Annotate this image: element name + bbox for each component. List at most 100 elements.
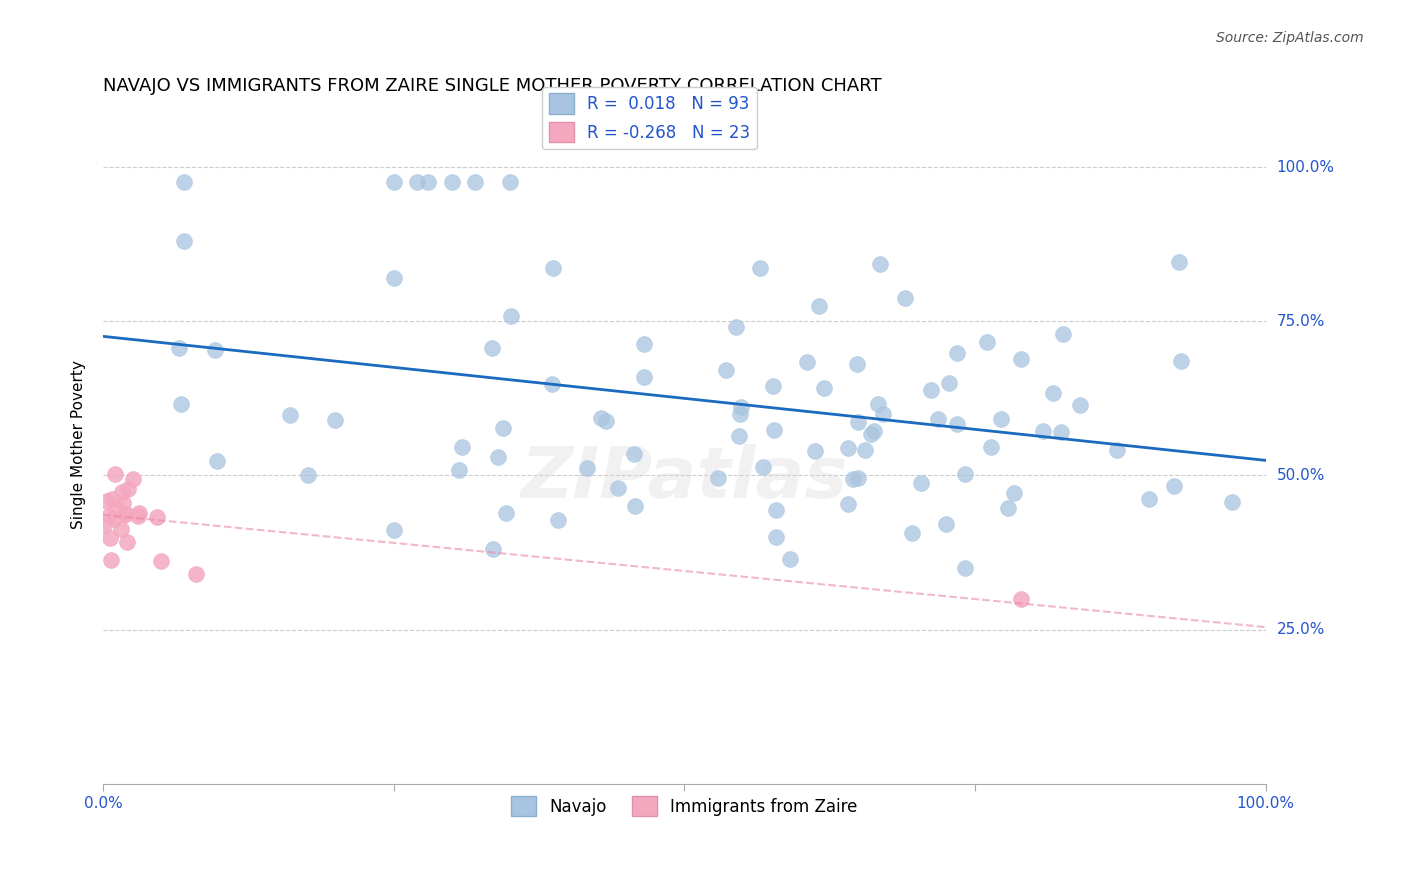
- Point: [837, 441, 859, 455]
- Point: [449, 463, 471, 477]
- Point: [623, 447, 645, 461]
- Point: [779, 552, 801, 566]
- Point: [121, 472, 143, 486]
- Point: [1167, 255, 1189, 269]
- Point: [1049, 425, 1071, 439]
- Point: [761, 378, 783, 392]
- Point: [1137, 492, 1160, 507]
- Point: [150, 554, 173, 568]
- Point: [486, 450, 509, 464]
- Point: [748, 261, 770, 276]
- Point: [846, 415, 869, 429]
- Point: [894, 291, 917, 305]
- Point: [114, 507, 136, 521]
- Point: [1032, 424, 1054, 438]
- Legend: Navajo, Immigrants from Zaire: Navajo, Immigrants from Zaire: [505, 789, 865, 823]
- Point: [575, 461, 598, 475]
- Point: [117, 483, 139, 497]
- Point: [595, 414, 617, 428]
- Point: [541, 261, 564, 276]
- Point: [482, 541, 505, 556]
- Point: [184, 567, 207, 582]
- Point: [866, 397, 889, 411]
- Point: [997, 501, 1019, 516]
- Point: [204, 343, 226, 358]
- Point: [495, 507, 517, 521]
- Point: [901, 526, 924, 541]
- Point: [855, 443, 877, 458]
- Point: [624, 500, 647, 514]
- Point: [167, 341, 190, 355]
- Point: [946, 345, 969, 359]
- Point: [297, 468, 319, 483]
- Point: [953, 561, 976, 575]
- Point: [804, 444, 827, 458]
- Point: [112, 496, 135, 510]
- Point: [96, 493, 118, 508]
- Point: [1170, 354, 1192, 368]
- Point: [762, 423, 785, 437]
- Point: [1002, 485, 1025, 500]
- Point: [100, 552, 122, 566]
- Point: [464, 176, 486, 190]
- Point: [1042, 386, 1064, 401]
- Point: [207, 454, 229, 468]
- Point: [938, 376, 960, 390]
- Point: [837, 497, 859, 511]
- Point: [728, 407, 751, 421]
- Text: 75.0%: 75.0%: [1277, 314, 1324, 328]
- Text: 100.0%: 100.0%: [1277, 160, 1334, 175]
- Point: [872, 407, 894, 421]
- Point: [323, 413, 346, 427]
- Point: [93, 517, 115, 532]
- Point: [382, 523, 405, 537]
- Point: [714, 363, 737, 377]
- Point: [946, 417, 969, 431]
- Point: [633, 336, 655, 351]
- Point: [492, 421, 515, 435]
- Point: [910, 476, 932, 491]
- Point: [1163, 479, 1185, 493]
- Point: [100, 531, 122, 545]
- Text: Source: ZipAtlas.com: Source: ZipAtlas.com: [1216, 31, 1364, 45]
- Point: [103, 512, 125, 526]
- Point: [859, 426, 882, 441]
- Point: [547, 513, 569, 527]
- Point: [541, 377, 564, 392]
- Point: [606, 481, 628, 495]
- Text: 50.0%: 50.0%: [1277, 468, 1324, 483]
- Point: [280, 408, 302, 422]
- Point: [846, 471, 869, 485]
- Point: [499, 176, 522, 190]
- Text: ZIPatlas: ZIPatlas: [520, 444, 848, 513]
- Point: [796, 355, 818, 369]
- Point: [104, 467, 127, 482]
- Point: [440, 176, 463, 190]
- Text: 25.0%: 25.0%: [1277, 622, 1324, 637]
- Point: [499, 309, 522, 323]
- Point: [765, 531, 787, 545]
- Point: [765, 502, 787, 516]
- Point: [114, 507, 136, 521]
- Point: [481, 341, 503, 355]
- Point: [1011, 591, 1033, 606]
- Point: [808, 299, 831, 313]
- Point: [935, 517, 957, 532]
- Text: NAVAJO VS IMMIGRANTS FROM ZAIRE SINGLE MOTHER POVERTY CORRELATION CHART: NAVAJO VS IMMIGRANTS FROM ZAIRE SINGLE M…: [103, 78, 882, 95]
- Point: [382, 271, 405, 285]
- Point: [101, 491, 124, 506]
- Point: [111, 485, 134, 500]
- Point: [633, 369, 655, 384]
- Point: [869, 257, 891, 271]
- Point: [1010, 351, 1032, 366]
- Point: [1107, 443, 1129, 458]
- Point: [117, 535, 139, 549]
- Point: [728, 429, 751, 443]
- Point: [955, 467, 977, 481]
- Point: [591, 410, 613, 425]
- Point: [706, 471, 728, 485]
- Point: [173, 234, 195, 248]
- Point: [97, 508, 120, 523]
- Point: [976, 334, 998, 349]
- Point: [110, 522, 132, 536]
